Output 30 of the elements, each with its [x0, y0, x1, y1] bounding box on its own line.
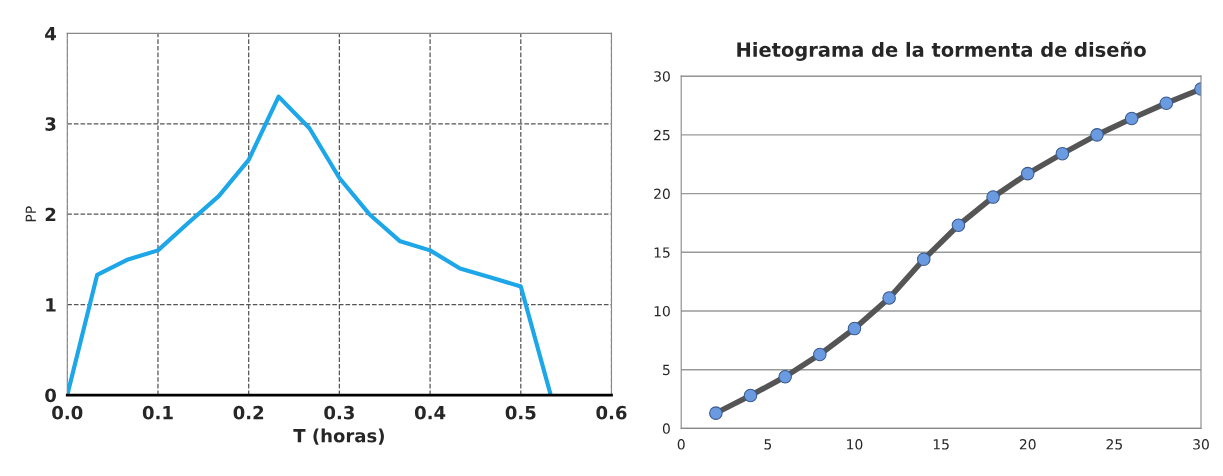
x-tick-label: 10	[847, 439, 863, 450]
x-tick-label: 5	[764, 439, 772, 450]
y-axis-title: PP	[25, 206, 36, 222]
x-tick-label: 0.6	[596, 405, 627, 420]
x-tick-label: 0.5	[505, 405, 536, 420]
y-tick-label: 1	[46, 298, 56, 312]
x-axis-title: T (horas)	[293, 428, 384, 445]
y-tick-label: 30	[654, 71, 670, 82]
y-tick-label: 10	[654, 305, 670, 317]
x-tick-label: 15	[933, 439, 949, 450]
x-tick-label: 25	[1106, 439, 1122, 450]
x-tick-label: 20	[1019, 439, 1036, 450]
x-tick-label: 30	[1193, 439, 1209, 450]
chart-title: Hietograma de la tormenta de diseño	[737, 41, 1146, 61]
y-tick-label: 0	[45, 388, 56, 403]
y-tick-label: 2	[45, 207, 56, 222]
y-tick-label: 20	[654, 188, 670, 200]
x-tick-label: 0.1	[142, 405, 173, 420]
y-tick-label: 25	[654, 129, 670, 141]
y-tick-label: 0	[662, 423, 670, 434]
x-tick-label: 0.2	[233, 405, 264, 420]
x-tick-label: 0	[677, 439, 685, 450]
y-tick-label: 4	[45, 27, 57, 41]
x-tick-label: 0.3	[324, 405, 354, 420]
y-tick-label: 5	[663, 364, 670, 376]
line-series	[67, 94, 553, 396]
x-tick-label: 0.4	[414, 405, 446, 420]
y-tick-label: 15	[654, 247, 670, 258]
x-tick-label: 0.0	[52, 405, 83, 420]
y-tick-label: 3	[45, 117, 56, 131]
